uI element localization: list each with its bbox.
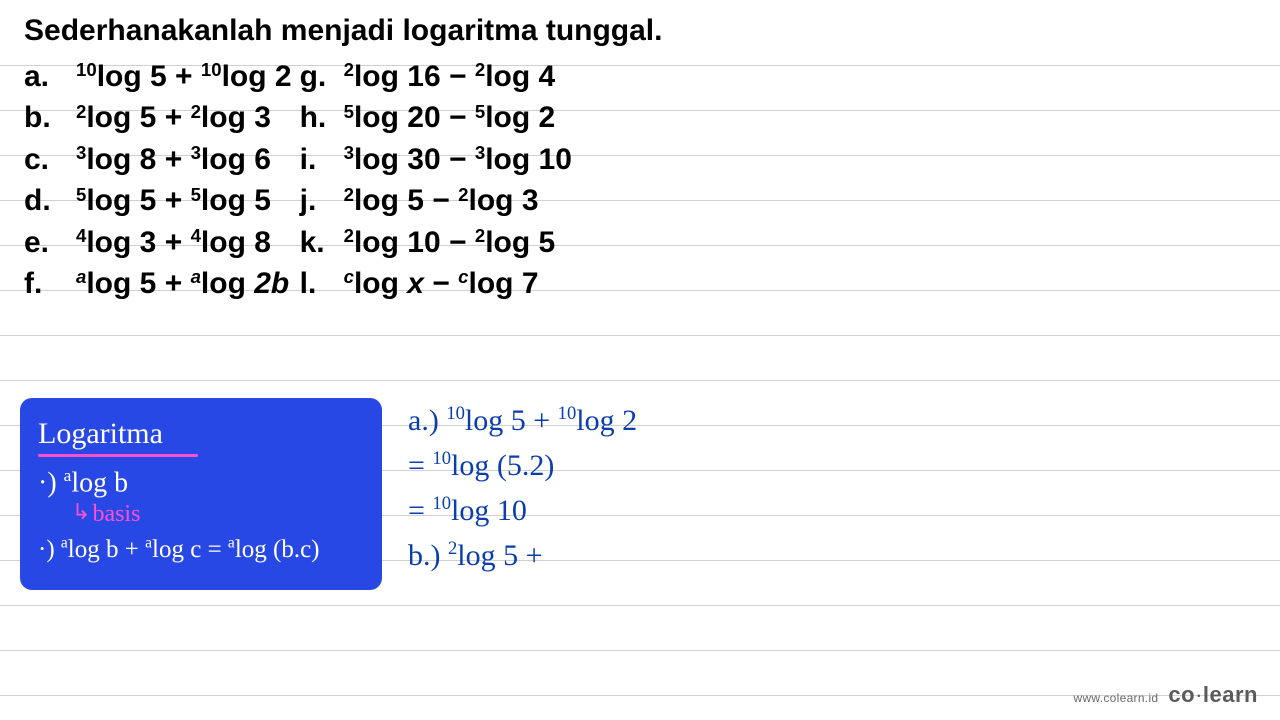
item-label: a. (24, 56, 76, 97)
problem-row: j.2log 5 − 2log 3 (292, 180, 572, 221)
log-base: a (228, 535, 235, 552)
expr: 4log 3 + 4log 8 (76, 222, 271, 263)
footer: www.colearn.id co·learn (1073, 682, 1258, 708)
arrow-icon: ↳ (72, 496, 90, 528)
bullet: ·) (38, 467, 64, 498)
footer-brand: co·learn (1168, 682, 1258, 708)
op-plus: + (526, 539, 543, 572)
problem-row: a.10log 5 + 10log 2 (24, 56, 292, 97)
expr: 2log 5 − 2log 3 (344, 180, 539, 221)
problem-row: f.alog 5 + alog 2b (24, 263, 292, 304)
equals: = (408, 494, 425, 527)
sol-line-3: = 10log 10 (408, 488, 637, 533)
item-label: f. (24, 263, 76, 304)
sol-line-2: = 10log (5.2) (408, 443, 637, 488)
equals: = (208, 536, 222, 563)
formula-box-title: Logaritma (38, 412, 364, 456)
expr: 2log 5 + 2log 3 (76, 97, 271, 138)
item-label: j. (300, 180, 344, 221)
expr: 5log 20 − 5log 2 (344, 97, 556, 138)
problem-column-right: g.2log 16 − 2log 4h.5log 20 − 5log 2i.3l… (292, 56, 572, 304)
log-arg: b (106, 536, 119, 563)
problem-row: k.2log 10 − 2log 5 (292, 222, 572, 263)
log-arg: 10 (497, 494, 527, 527)
item-label: d. (24, 180, 76, 221)
formula-box: Logaritma ·) alog b ↳basis ·) alog b + a… (20, 398, 382, 590)
log-base: a (64, 466, 72, 485)
problem-row: c.3log 8 + 3log 6 (24, 139, 292, 180)
item-label: b. (24, 97, 76, 138)
log-arg: 5 (511, 404, 526, 437)
bullet: ·) (38, 536, 61, 563)
work-area: Logaritma ·) alog b ↳basis ·) alog b + a… (20, 398, 1260, 590)
brand-right: learn (1203, 682, 1258, 707)
item-label: a.) (408, 404, 439, 437)
page-title: Sederhanakanlah menjadi logaritma tungga… (24, 14, 1256, 48)
log-base: 10 (432, 493, 451, 514)
item-label: l. (300, 263, 344, 304)
log-arg: 2 (622, 404, 637, 437)
item-label: g. (300, 56, 344, 97)
problem-row: l.clog x − clog 7 (292, 263, 572, 304)
problem-row: h.5log 20 − 5log 2 (292, 97, 572, 138)
op-plus: + (533, 404, 550, 437)
brand-dot: · (1195, 682, 1203, 707)
expr: 2log 10 − 2log 5 (344, 222, 556, 263)
expr: 10log 5 + 10log 2 (76, 56, 292, 97)
item-label: c. (24, 139, 76, 180)
log-base: 10 (446, 403, 465, 424)
expr: 2log 16 − 2log 4 (344, 56, 556, 97)
log-arg: (5.2) (497, 449, 554, 482)
footer-url: www.colearn.id (1073, 691, 1158, 705)
log-arg: c (190, 536, 201, 563)
log-arg: 5 (503, 539, 518, 572)
problem-row: i.3log 30 − 3log 10 (292, 139, 572, 180)
log-arg: b (114, 467, 128, 498)
problem-content: Sederhanakanlah menjadi logaritma tungga… (0, 0, 1280, 318)
basis-label: basis (92, 501, 140, 527)
log-arg: (b.c) (273, 536, 320, 563)
basis-annotation: ↳basis (72, 497, 364, 532)
log-base: a (145, 535, 152, 552)
log-base: 2 (448, 538, 457, 559)
formula-line-2: ·) alog b + alog c = alog (b.c) (38, 532, 364, 568)
equals: = (408, 449, 425, 482)
expr: 5log 5 + 5log 5 (76, 180, 271, 221)
log-base: a (61, 535, 68, 552)
op-plus: + (125, 536, 139, 563)
log-base: 10 (432, 448, 451, 469)
expr: 3log 30 − 3log 10 (344, 139, 572, 180)
sol-line-4: b.) 2log 5 + (408, 533, 637, 578)
problem-list: a.10log 5 + 10log 2b.2log 5 + 2log 3c.3l… (24, 56, 1256, 304)
expr: clog x − clog 7 (344, 263, 539, 304)
problem-column-left: a.10log 5 + 10log 2b.2log 5 + 2log 3c.3l… (24, 56, 292, 304)
handwritten-solution: a.) 10log 5 + 10log 2 = 10log (5.2) = 10… (408, 398, 637, 578)
expr: alog 5 + alog 2b (76, 263, 289, 304)
problem-row: b.2log 5 + 2log 3 (24, 97, 292, 138)
brand-left: co (1168, 682, 1195, 707)
expr: 3log 8 + 3log 6 (76, 139, 271, 180)
item-label: h. (300, 97, 344, 138)
sol-line-1: a.) 10log 5 + 10log 2 (408, 398, 637, 443)
item-label: b.) (408, 539, 441, 572)
item-label: e. (24, 222, 76, 263)
problem-row: d.5log 5 + 5log 5 (24, 180, 292, 221)
item-label: k. (300, 222, 344, 263)
problem-row: e.4log 3 + 4log 8 (24, 222, 292, 263)
problem-row: g.2log 16 − 2log 4 (292, 56, 572, 97)
item-label: i. (300, 139, 344, 180)
log-base: 10 (558, 403, 577, 424)
